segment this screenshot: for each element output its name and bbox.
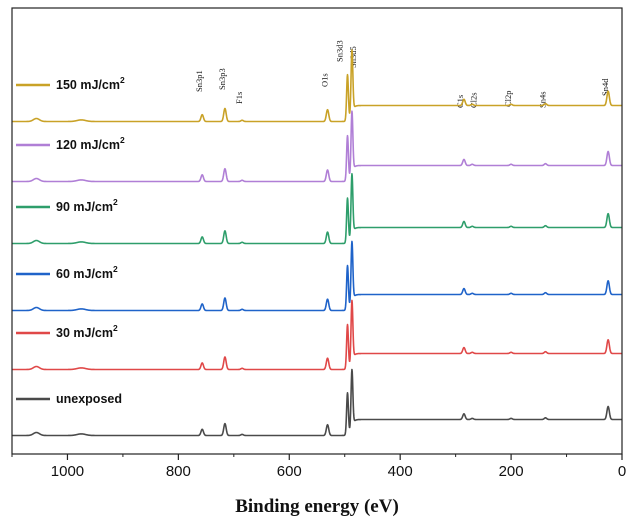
peak-label-sn4s: Sn4s: [537, 91, 547, 108]
legend-label-sup: 2: [120, 75, 125, 85]
legend-label: 90 mJ/cm2: [56, 197, 118, 214]
legend-label: unexposed: [56, 392, 122, 406]
x-tick-label: 200: [499, 463, 524, 480]
x-tick-label: 600: [277, 463, 302, 480]
series-line-150-mj-cm: [11, 49, 623, 123]
legend-label: 30 mJ/cm2: [56, 323, 118, 340]
peak-label-sn4d: Sn4d: [600, 78, 610, 96]
legend-label-main: unexposed: [56, 392, 122, 406]
peak-label-cl2p: Cl2p: [503, 90, 513, 107]
legend-label-main: 120 mJ/cm: [56, 138, 120, 152]
peak-label-cl2s: Cl2s: [468, 92, 478, 108]
legend-label-sup: 2: [113, 197, 118, 207]
legend-label: 150 mJ/cm2: [56, 75, 125, 92]
series-line-30-mj-cm: [11, 299, 623, 371]
legend-label-main: 150 mJ/cm: [56, 78, 120, 92]
x-tick-label: 800: [166, 463, 191, 480]
legend-label: 120 mJ/cm2: [56, 135, 125, 152]
legend-label-sup: 2: [113, 264, 118, 274]
legend-label-main: 30 mJ/cm: [56, 326, 113, 340]
x-tick-label: 400: [388, 463, 413, 480]
series-line-120-mj-cm: [11, 110, 623, 183]
peak-label-sn3p1: Sn3p1: [194, 70, 204, 92]
peak-label-c1s: C1s: [455, 95, 465, 108]
x-axis: 1000 800 600 400 200 0: [11, 454, 626, 480]
legend-label-main: 90 mJ/cm: [56, 200, 113, 214]
peak-label-sn3d3: Sn3d3: [335, 40, 345, 62]
x-tick-label: 1000: [51, 463, 84, 480]
peak-label-o1s: O1s: [320, 73, 330, 87]
series-line-90-mj-cm: [11, 172, 623, 245]
series-line-unexposed: [11, 368, 623, 437]
plot-frame: [11, 7, 623, 455]
x-tick-label: 0: [618, 463, 626, 480]
x-axis-title: Binding energy (eV): [235, 496, 399, 517]
legend-label-main: 60 mJ/cm: [56, 267, 113, 281]
legend-label: 60 mJ/cm2: [56, 264, 118, 281]
legend-label-sup: 2: [120, 135, 125, 145]
legend-label-sup: 2: [113, 323, 118, 333]
series-layer: [11, 49, 623, 437]
peak-label-f1s: F1s: [234, 92, 244, 104]
series-line-60-mj-cm: [11, 240, 623, 312]
peak-label-sn3p3: Sn3p3: [217, 68, 227, 90]
